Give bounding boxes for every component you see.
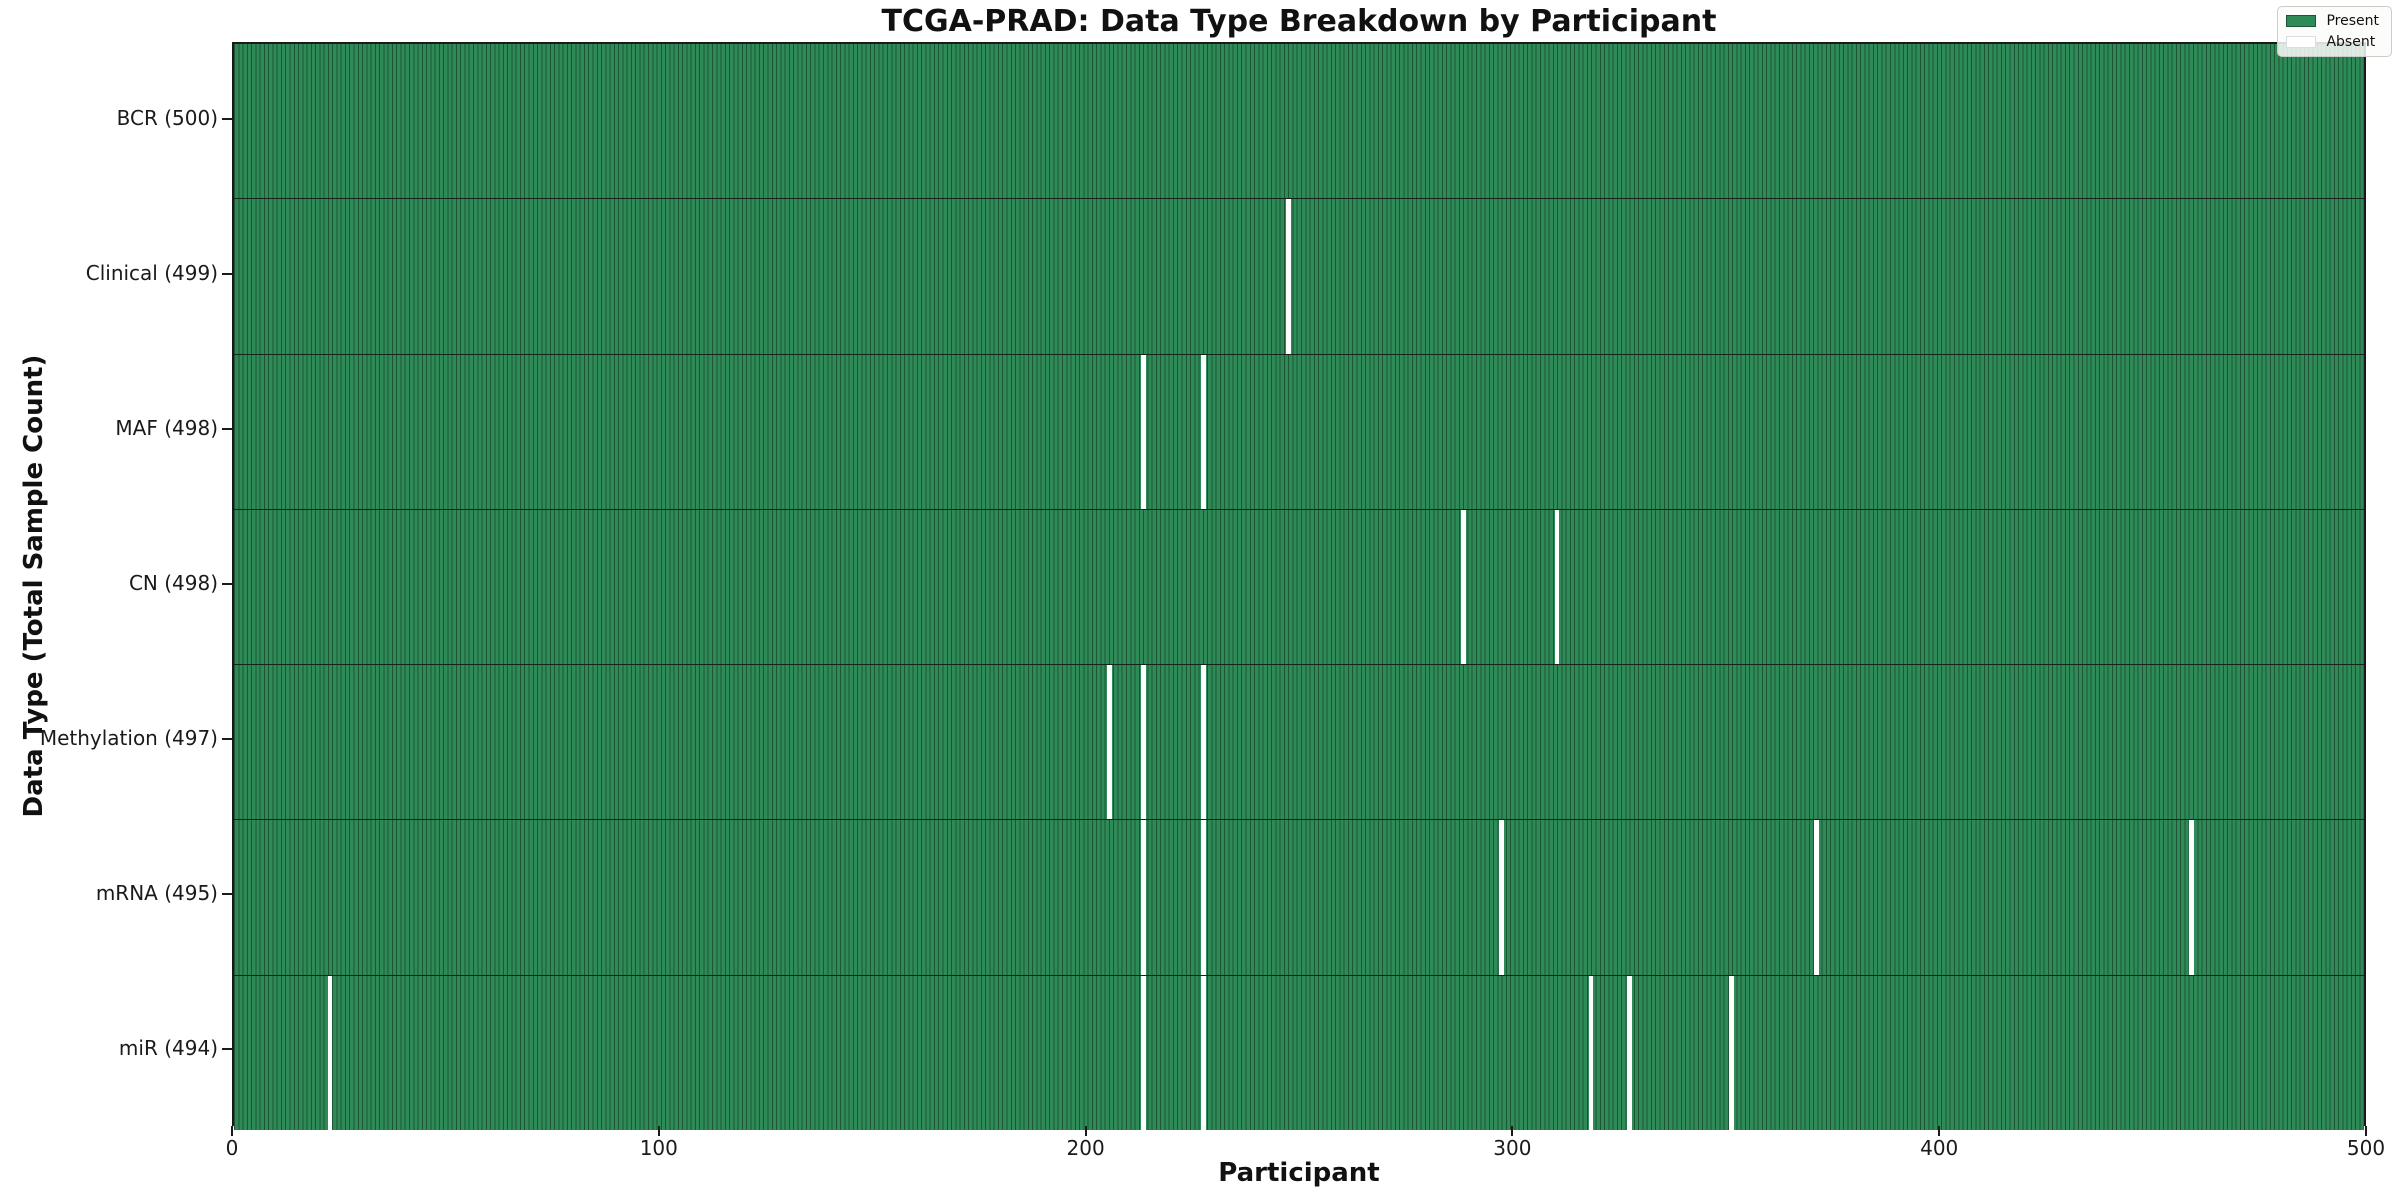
- x-tick-label-100: 100: [639, 1136, 678, 1160]
- x-tick-mark: [657, 1126, 660, 1136]
- x-tick-mark: [2365, 1126, 2367, 1136]
- absent-gap-methylation-205: [1107, 665, 1112, 820]
- heatmap-row-maf: [234, 353, 2364, 509]
- y-tick-mark: [222, 273, 232, 276]
- y-tick-label-clinical: Clinical (499): [85, 261, 218, 286]
- x-tick-label-300: 300: [1493, 1136, 1532, 1160]
- absent-gap-mrna-227: [1201, 820, 1206, 975]
- present-swatch-icon: [2286, 15, 2317, 27]
- heatmap-row-methylation: [234, 664, 2364, 820]
- x-tick-mark: [1511, 1126, 1514, 1136]
- absent-gap-methylation-213: [1141, 665, 1147, 820]
- y-tick-label-bcr: BCR (500): [116, 106, 218, 131]
- absent-gap-methylation-227: [1201, 665, 1206, 820]
- absent-gap-maf-227: [1201, 354, 1206, 509]
- absent-gap-mir-318: [1588, 975, 1594, 1130]
- legend: Present Absent: [2277, 6, 2392, 57]
- x-axis-title: Participant: [1218, 1158, 1380, 1188]
- y-tick-mark: [222, 1047, 232, 1050]
- y-tick-label-mrna: mRNA (495): [95, 880, 218, 905]
- y-tick-label-methylation: Methylation (497): [39, 725, 218, 750]
- absent-gap-mrna-297: [1499, 820, 1504, 975]
- heatmap-row-mrna: [234, 819, 2364, 975]
- heatmap-row-bcr: [234, 44, 2364, 199]
- y-tick-label-mir: miR (494): [118, 1035, 218, 1060]
- absent-gap-mrna-371: [1814, 820, 1820, 975]
- y-tick-mark: [222, 428, 232, 431]
- y-tick-mark: [222, 737, 232, 740]
- y-tick-mark: [222, 583, 232, 585]
- legend-label-absent: Absent: [2326, 34, 2376, 50]
- x-tick-mark: [1938, 1126, 1941, 1136]
- absent-gap-mir-227: [1201, 975, 1206, 1130]
- plot-area: [232, 42, 2366, 1130]
- y-tick-label-maf: MAF (498): [115, 416, 218, 441]
- heatmap-row-cn: [234, 508, 2364, 665]
- absent-gap-mrna-213: [1141, 820, 1147, 975]
- heatmap-row-clinical: [234, 198, 2364, 354]
- x-tick-mark: [1084, 1126, 1087, 1136]
- legend-label-present: Present: [2326, 13, 2379, 29]
- y-tick-mark: [222, 892, 232, 895]
- absent-swatch-icon: [2286, 36, 2317, 48]
- x-tick-label-0: 0: [225, 1136, 239, 1160]
- absent-gap-mir-22: [327, 975, 333, 1130]
- x-tick-label-500: 500: [2346, 1136, 2386, 1160]
- y-tick-label-cn: CN (498): [128, 571, 218, 595]
- absent-gap-cn-288: [1460, 509, 1466, 665]
- x-tick-label-400: 400: [1920, 1136, 1959, 1160]
- absent-gap-clinical-247: [1286, 199, 1291, 354]
- absent-gap-cn-310: [1554, 509, 1560, 665]
- absent-gap-mir-351: [1729, 975, 1734, 1130]
- absent-gap-mrna-459: [2189, 820, 2194, 975]
- absent-gap-mir-327: [1627, 975, 1632, 1130]
- x-tick-label-200: 200: [1066, 1136, 1105, 1160]
- absent-gap-maf-213: [1141, 354, 1147, 509]
- heatmap-row-mir: [234, 974, 2364, 1130]
- legend-entry-absent: Absent: [2286, 34, 2379, 50]
- legend-entry-present: Present: [2286, 13, 2379, 29]
- absent-gap-mir-213: [1141, 975, 1147, 1130]
- y-tick-mark: [222, 118, 232, 121]
- x-tick-mark: [231, 1126, 233, 1136]
- chart-title: TCGA-PRAD: Data Type Breakdown by Partic…: [881, 4, 1717, 39]
